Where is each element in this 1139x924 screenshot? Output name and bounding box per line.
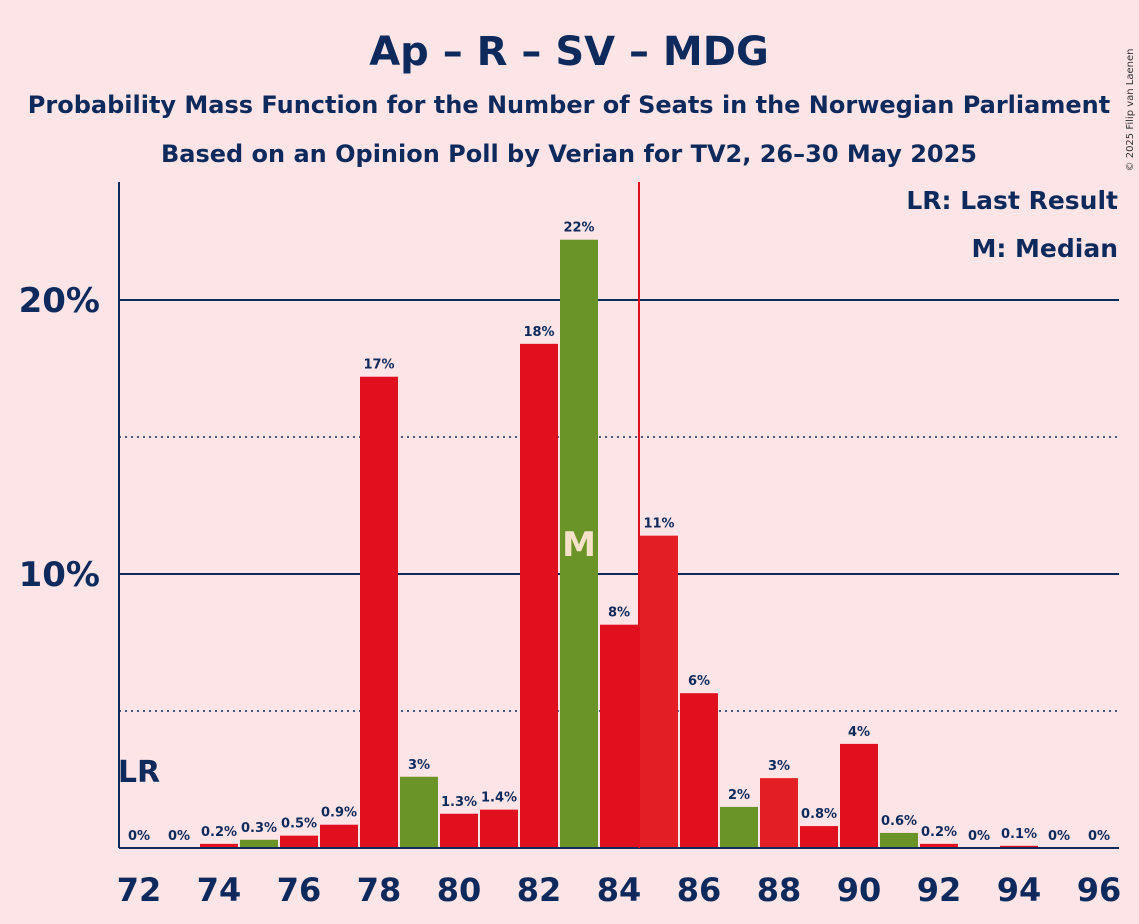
bar-value-label: 1.3% [441, 795, 477, 810]
x-tick-label: 74 [197, 871, 242, 909]
x-tick-label: 94 [997, 871, 1042, 909]
bar-value-label: 0% [128, 829, 150, 844]
bar-value-label: 0% [968, 829, 990, 844]
bar [720, 806, 758, 848]
bar-value-label: 0.2% [201, 825, 237, 840]
x-tick-label: 78 [357, 871, 402, 909]
bar [440, 813, 478, 848]
bar [920, 843, 958, 848]
bar-value-label: 1.4% [481, 791, 517, 806]
y-tick-label: 20% [19, 281, 100, 321]
bar-value-label: 0.8% [801, 807, 837, 822]
bar [240, 839, 278, 848]
bar-value-label: 17% [363, 358, 394, 373]
bar-value-label: 0.6% [881, 814, 917, 829]
median-marker: M [562, 525, 596, 565]
bar [880, 832, 918, 848]
x-tick-label: 76 [277, 871, 322, 909]
bar [560, 239, 598, 849]
legend-median: M: Median [971, 234, 1118, 263]
x-tick-label: 86 [677, 871, 722, 909]
chart-title: Ap – R – SV – MDG [369, 29, 769, 75]
bar-value-label: 22% [563, 221, 594, 236]
y-tick-label: 10% [19, 555, 100, 595]
bar-value-label: 3% [768, 759, 790, 774]
x-tick-label: 92 [917, 871, 962, 909]
bar-value-label: 4% [848, 725, 870, 740]
chart-source: Based on an Opinion Poll by Verian for T… [161, 140, 977, 168]
bar [400, 776, 438, 848]
bar [360, 376, 398, 848]
x-tick-label: 88 [757, 871, 802, 909]
bar [840, 743, 878, 848]
bar [320, 824, 358, 848]
bar-value-label: 0.9% [321, 806, 357, 821]
x-tick-label: 82 [517, 871, 562, 909]
x-tick-label: 80 [437, 871, 482, 909]
bar-value-label: 0.1% [1001, 827, 1037, 842]
copyright-notice: © 2025 Filip van Laenen [1125, 49, 1136, 172]
bar-value-label: 6% [688, 674, 710, 689]
chart-subtitle: Probability Mass Function for the Number… [28, 91, 1110, 119]
bar [280, 835, 318, 848]
bar [760, 778, 798, 848]
bar-value-label: 0.2% [921, 825, 957, 840]
bar-value-label: 18% [523, 325, 554, 340]
bar [520, 343, 558, 848]
x-tick-label: 90 [837, 871, 882, 909]
bar-value-label: 0.3% [241, 821, 277, 836]
bar-value-label: 0.5% [281, 817, 317, 832]
bar [600, 624, 638, 848]
bar-value-label: 0% [1048, 829, 1070, 844]
bar-value-label: 3% [408, 758, 430, 773]
bar-value-label: 0% [168, 829, 190, 844]
legend-last-result: LR: Last Result [906, 186, 1118, 215]
overlay: 72 74 76 78 80 82 84 86 88 90 92 94 96 LR M [117, 182, 1122, 909]
bar [200, 843, 238, 848]
bar-value-label: 8% [608, 606, 630, 621]
bar-value-label: 0% [1088, 829, 1110, 844]
last-result-marker: LR [118, 755, 160, 790]
bar-value-label: 11% [643, 517, 674, 532]
x-tick-label: 84 [597, 871, 642, 909]
x-tick-label: 96 [1077, 871, 1122, 909]
bar [800, 826, 838, 848]
bars: 0% 0% 0.2% 0.3% 0.5% 0.9% 17% 3% 1.3% 1.4% 18% 22% 8… [128, 221, 1110, 849]
bar [1000, 845, 1038, 848]
bar [640, 535, 678, 848]
bar-value-label: 2% [728, 788, 750, 803]
x-tick-label: 72 [117, 871, 162, 909]
bar [480, 809, 518, 848]
bar [680, 693, 718, 848]
